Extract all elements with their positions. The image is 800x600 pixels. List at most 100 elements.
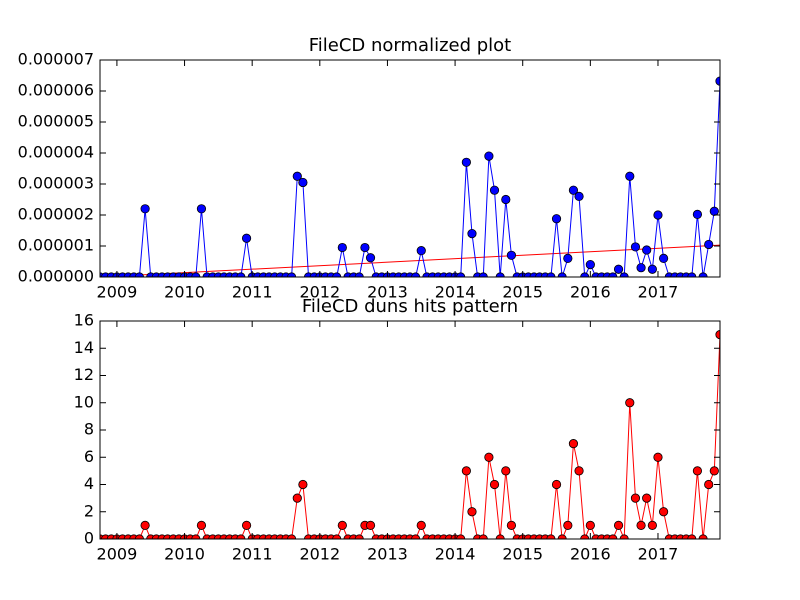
data-point (489, 479, 500, 490)
plot-area (100, 76, 720, 277)
x-tick-label: 2013 (367, 283, 408, 302)
x-tick-label: 2012 (299, 283, 340, 302)
data-point (461, 466, 471, 476)
data-point (292, 171, 302, 181)
data-point (613, 520, 624, 530)
x-tick-label: 2009 (97, 283, 138, 302)
data-point (653, 210, 663, 220)
data-point (709, 206, 719, 216)
trend-line (100, 244, 720, 277)
y-tick-label: 0.000007 (18, 50, 94, 69)
data-point (658, 507, 669, 517)
y-tick-label: 0.000001 (18, 236, 94, 255)
data-point (196, 520, 207, 530)
data-point (704, 239, 714, 250)
y-tick-label: 0.000003 (18, 174, 94, 193)
x-tick-label: 2010 (164, 283, 205, 302)
y-tick-label: 12 (74, 365, 94, 384)
data-point (506, 520, 517, 530)
data-point (613, 264, 624, 274)
x-tick-label: 2015 (502, 283, 543, 302)
data-point (625, 398, 635, 408)
data-point (642, 493, 652, 503)
axes-frame (99, 59, 721, 278)
data-point (658, 253, 669, 263)
data-point (647, 520, 657, 530)
data-point (484, 452, 494, 462)
data-point (551, 214, 562, 224)
data-point (365, 253, 376, 263)
data-point (709, 466, 719, 476)
data-point (337, 520, 347, 530)
data-point (501, 466, 511, 476)
data-point (467, 229, 477, 239)
chart-title: FileCD duns hits pattern (302, 296, 518, 317)
x-tick-label: 2014 (435, 283, 476, 302)
data-point (636, 520, 646, 530)
data-point (563, 520, 573, 530)
data-point (241, 520, 252, 530)
x-tick-label: 2016 (570, 545, 611, 564)
data-point (196, 204, 207, 214)
data-point (298, 479, 308, 490)
data-point (467, 507, 477, 517)
x-tick-label: 2015 (502, 545, 543, 564)
data-point (568, 185, 579, 195)
data-point (568, 439, 579, 449)
data-point (630, 242, 641, 252)
data-point (585, 259, 595, 270)
data-point (692, 209, 703, 219)
x-tick-label: 2014 (435, 545, 476, 564)
data-point (585, 520, 595, 530)
data-point (551, 479, 562, 490)
data-point (484, 151, 494, 161)
data-point (365, 520, 376, 530)
data-point (642, 245, 652, 255)
data-point (140, 204, 150, 214)
data-point (461, 157, 471, 167)
y-tick-label: 0.000000 (18, 267, 94, 286)
data-point (647, 264, 657, 274)
x-tick-label: 2017 (638, 283, 679, 302)
y-tick-label: 0.000005 (18, 112, 94, 131)
x-tick-label: 2012 (299, 545, 340, 564)
data-point (692, 466, 703, 476)
data-point (574, 191, 584, 201)
data-point (630, 493, 641, 503)
data-point (337, 242, 347, 253)
data-point (416, 246, 426, 256)
data-point (653, 452, 663, 462)
data-point (416, 520, 426, 530)
y-tick-label: 4 (84, 474, 94, 493)
data-point (574, 466, 584, 476)
x-tick-label: 2016 (570, 283, 611, 302)
data-point (506, 250, 517, 260)
data-point (360, 242, 370, 253)
x-tick-label: 2010 (164, 545, 205, 564)
y-tick-label: 0 (84, 529, 94, 548)
data-line (100, 334, 720, 539)
y-tick-label: 2 (84, 501, 94, 520)
data-point (501, 194, 511, 205)
y-tick-label: 16 (74, 311, 94, 330)
data-point (140, 520, 150, 530)
data-point (563, 253, 573, 263)
y-tick-label: 8 (84, 420, 94, 439)
data-point (298, 177, 308, 188)
data-point (625, 171, 635, 181)
y-tick-label: 0.000002 (18, 205, 94, 224)
x-tick-label: 2011 (232, 545, 273, 564)
y-tick-label: 0.000004 (18, 143, 94, 162)
y-tick-label: 14 (74, 338, 94, 357)
y-tick-label: 6 (84, 447, 94, 466)
chart-title: FileCD normalized plot (309, 35, 512, 56)
y-tick-label: 0.000006 (18, 81, 94, 100)
data-point (292, 493, 302, 503)
x-tick-label: 2013 (367, 545, 408, 564)
data-point (489, 185, 500, 195)
x-tick-label: 2011 (232, 283, 273, 302)
y-tick-label: 10 (74, 392, 94, 411)
data-point (636, 263, 646, 273)
